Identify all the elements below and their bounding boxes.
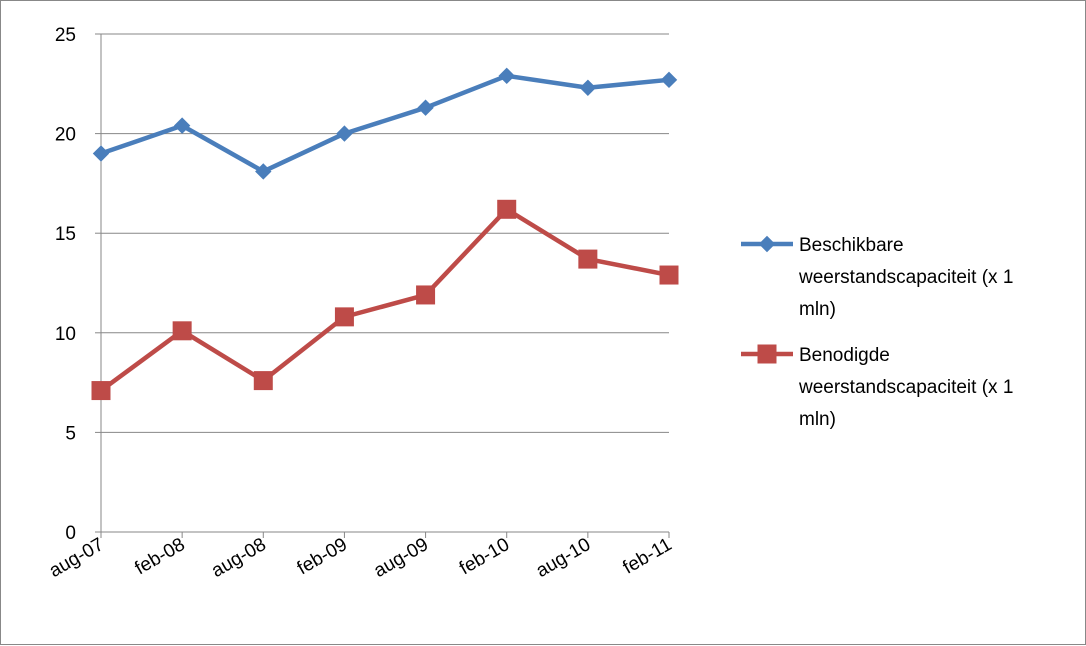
x-tick-label: feb-10 (456, 534, 513, 579)
x-tick-label: aug-07 (46, 534, 108, 582)
data-point-series-1 (498, 67, 515, 85)
data-point-series-1 (579, 79, 597, 96)
y-tick-label: 20 (55, 125, 76, 146)
data-point-series-2 (416, 285, 436, 305)
y-tick-label: 0 (65, 523, 76, 544)
data-point-series-1 (173, 117, 191, 134)
x-tick-label: feb-11 (620, 534, 676, 578)
data-point-series-1 (255, 163, 272, 180)
data-point-series-2 (497, 199, 517, 219)
data-point-series-2 (659, 265, 679, 285)
data-point-series-1 (336, 125, 353, 142)
data-point-series-1 (660, 71, 678, 89)
legend-label-2: mln) (799, 409, 836, 430)
legend-label-2: weerstandscapaciteit (x 1 (798, 377, 1013, 398)
y-tick-label: 15 (55, 224, 76, 245)
y-tick-label: 5 (65, 423, 76, 444)
x-tick-label: feb-09 (294, 534, 351, 579)
data-point-series-2 (253, 371, 273, 391)
legend-marker-square (757, 344, 777, 364)
legend-label-2: Benodigde (799, 345, 890, 366)
legend-label-1: Beschikbare (799, 235, 904, 256)
legend-label-1: weerstandscapaciteit (x 1 (798, 267, 1013, 288)
x-tick-label: aug-08 (208, 534, 270, 582)
legend-label-1: mln) (799, 299, 836, 320)
data-point-series-1 (417, 99, 434, 116)
legend-marker-diamond (758, 235, 776, 253)
data-point-series-2 (91, 381, 111, 401)
series-line-2 (98, 207, 672, 393)
data-point-series-2 (172, 321, 192, 341)
data-point-series-1 (92, 145, 110, 162)
x-tick-label: aug-10 (533, 534, 595, 582)
y-tick-label: 10 (55, 324, 76, 345)
data-point-series-2 (578, 249, 598, 269)
x-tick-label: aug-09 (370, 534, 432, 582)
x-tick-label: feb-08 (131, 534, 188, 579)
data-point-series-2 (334, 307, 354, 327)
series-line-1 (98, 73, 672, 174)
y-tick-label: 25 (55, 25, 76, 46)
